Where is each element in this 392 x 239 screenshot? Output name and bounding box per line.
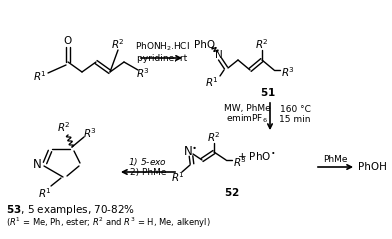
Text: $R^1$: $R^1$ <box>38 186 52 200</box>
Text: $R^3$: $R^3$ <box>233 155 247 169</box>
Text: $R^1$: $R^1$ <box>33 69 47 83</box>
Text: PhO: PhO <box>194 40 216 50</box>
Text: $\mathbf{51}$: $\mathbf{51}$ <box>260 86 276 98</box>
Text: $R^1$: $R^1$ <box>205 75 219 89</box>
Text: $R^2$: $R^2$ <box>207 130 221 144</box>
Text: $R^2$: $R^2$ <box>57 120 71 134</box>
Text: 15 min: 15 min <box>279 114 311 124</box>
Text: PhONH$_2$.HCl: PhONH$_2$.HCl <box>134 41 189 53</box>
Text: 2) PhMe: 2) PhMe <box>130 168 166 176</box>
Text: $R^2$: $R^2$ <box>255 37 269 51</box>
Text: $R^1$: $R^1$ <box>171 170 185 184</box>
Text: PhMe: PhMe <box>323 156 347 164</box>
Text: O: O <box>64 36 72 46</box>
Text: $R^3$: $R^3$ <box>83 126 97 140</box>
Text: $\mathbf{52}$: $\mathbf{52}$ <box>224 186 240 198</box>
Text: emimPF$_6$: emimPF$_6$ <box>226 113 268 125</box>
Text: ($R^1$ = Me, Ph, ester; $R^2$ and $R^3$ = H, Me, alkenyl): ($R^1$ = Me, Ph, ester; $R^2$ and $R^3$ … <box>6 216 211 230</box>
Text: $R^3$: $R^3$ <box>281 65 295 79</box>
Text: 160 °C: 160 °C <box>279 104 310 114</box>
Text: 1) 5-$exo$: 1) 5-$exo$ <box>129 156 167 168</box>
Text: N: N <box>215 50 223 60</box>
Text: $R^2$: $R^2$ <box>111 37 125 51</box>
Text: N: N <box>33 158 42 172</box>
Text: $\mathbf{53}$, 5 examples, 70-82%: $\mathbf{53}$, 5 examples, 70-82% <box>6 203 135 217</box>
Text: pyridine, rt: pyridine, rt <box>137 54 187 63</box>
Text: + PhO$^{\bullet}$: + PhO$^{\bullet}$ <box>237 150 275 162</box>
Text: $R^3$: $R^3$ <box>136 66 150 80</box>
Text: N$^{\bullet}$: N$^{\bullet}$ <box>183 146 197 158</box>
Text: PhOH: PhOH <box>358 162 387 172</box>
Text: MW, PhMe: MW, PhMe <box>223 104 270 114</box>
